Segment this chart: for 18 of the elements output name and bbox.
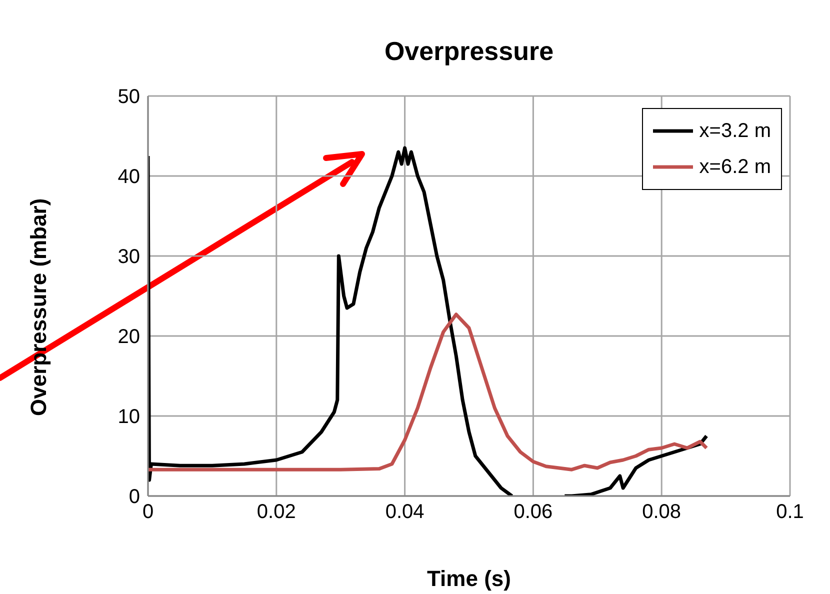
y-tick-label: 30 xyxy=(118,246,140,268)
x-tick-label: 0.04 xyxy=(385,501,424,524)
legend-label: x=3.2 m xyxy=(699,119,771,144)
y-tick-label: 20 xyxy=(118,326,140,348)
y-tick-label: 50 xyxy=(118,86,140,108)
legend-label: x=6.2 m xyxy=(699,155,771,180)
line-series xyxy=(148,312,708,472)
x-tick-label: 0.06 xyxy=(514,501,553,524)
y-tick-label: 40 xyxy=(118,166,140,188)
y-axis-title: Overpressure (mbar) xyxy=(26,198,51,416)
x-tick-label: 0.02 xyxy=(256,501,296,524)
x-tick-label: 0.08 xyxy=(642,501,682,524)
chart-title: Overpressure xyxy=(383,36,555,67)
y-tick-label: 10 xyxy=(118,406,140,428)
x-tick-label: 0.1 xyxy=(776,501,804,524)
x-tick-label: 0 xyxy=(142,501,154,524)
y-tick-label: 0 xyxy=(128,486,140,508)
x-axis-title: Time (s) xyxy=(427,566,511,591)
